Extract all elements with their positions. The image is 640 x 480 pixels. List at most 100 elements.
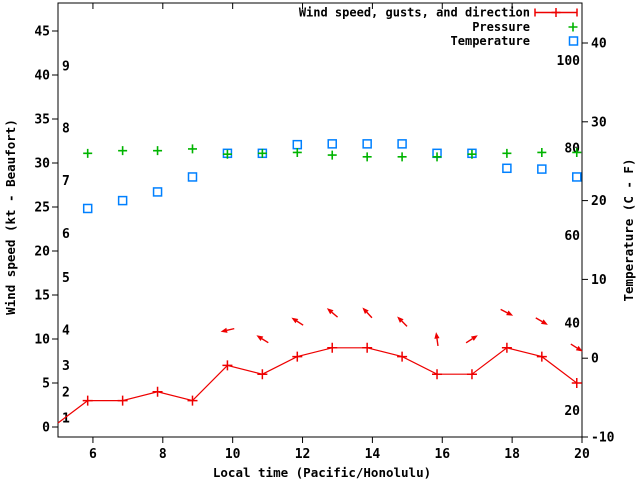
fahrenheit-label: 100 — [557, 54, 581, 69]
fahrenheit-label: 60 — [564, 229, 580, 244]
pressure-point — [537, 147, 547, 157]
wind-arrow-head — [575, 345, 583, 352]
plot-border — [57, 2, 583, 438]
beaufort-label: 3 — [62, 359, 70, 374]
x-tick-label: 16 — [434, 447, 450, 462]
fahrenheit-label: 20 — [564, 404, 580, 419]
wind-arrow-shaft — [401, 320, 408, 327]
kt-tick-label: 40 — [34, 69, 50, 84]
wind-arrow-head — [326, 308, 334, 315]
x-tick-label: 20 — [574, 447, 590, 462]
kt-tick-label: 15 — [34, 289, 50, 304]
y-right-axis-ticks: -10 0 10 20 30 40 — [582, 37, 615, 446]
kt-tick-label: 45 — [34, 25, 50, 40]
temperature-point — [117, 195, 128, 206]
celsius-tick-label: -10 — [591, 431, 615, 446]
beaufort-label: 6 — [62, 227, 70, 242]
celsius-tick-label: 30 — [591, 115, 607, 130]
beaufort-label: 7 — [62, 174, 70, 189]
x-tick-label: 14 — [365, 447, 381, 462]
wind-arrow-head — [256, 335, 264, 341]
celsius-tick-label: 0 — [591, 352, 599, 367]
beaufort-label: 8 — [62, 121, 70, 136]
wind-arrow-head — [540, 319, 548, 325]
x-tick-label: 10 — [225, 447, 241, 462]
kt-tick-label: 5 — [42, 377, 50, 392]
wind-arrow-head — [434, 332, 440, 339]
wind-arrow-shaft — [296, 320, 304, 326]
temperature-point — [397, 139, 407, 149]
wind-arrow-shaft — [500, 308, 508, 314]
beaufort-label: 2 — [62, 385, 70, 400]
beaufort-label: 5 — [62, 271, 70, 286]
pressure-point — [502, 148, 512, 158]
wind-direction-arrows — [220, 307, 583, 352]
wind-arrow-head — [506, 310, 514, 316]
pressure-point — [432, 152, 442, 162]
legend: Wind speed, gusts, and direction Pressur… — [299, 6, 579, 48]
chart-dynamic-layer: 6 8 10 12 14 16 18 20051015202530354045-1001020… — [34, 2, 615, 462]
temperature-point — [292, 139, 303, 150]
wind-arrow-head — [470, 335, 478, 341]
wind-arrow-head — [220, 327, 228, 333]
fahrenheit-label: 80 — [564, 142, 580, 157]
kt-tick-label: 0 — [42, 421, 50, 436]
pressure-series — [83, 144, 582, 162]
y-left-axis-ticks: 0 5 10 15 20 25 30 35 40 45 — [34, 25, 58, 436]
x-tick-label: 6 — [89, 447, 97, 462]
celsius-tick-label: 10 — [591, 273, 607, 288]
y-right-axis-label: Temperature (C - F) — [621, 159, 636, 302]
beaufort-label: 1 — [62, 412, 70, 427]
x-tick-label: 12 — [295, 447, 311, 462]
legend-pressure-label: Pressure — [472, 20, 530, 34]
pressure-point — [118, 146, 128, 156]
celsius-tick-label: 40 — [591, 37, 607, 52]
wind-arrow-head — [397, 316, 404, 323]
wind-arrow-shaft — [535, 317, 543, 323]
x-tick-label: 8 — [159, 447, 167, 462]
legend-pressure-marker — [568, 22, 578, 32]
x-tick-label: 18 — [504, 447, 520, 462]
temperature-point — [82, 203, 93, 214]
beaufort-label: 4 — [62, 324, 70, 339]
y-left-axis-label: Wind speed (kt - Beaufort) — [3, 119, 18, 315]
temperature-point — [502, 163, 512, 174]
x-axis-ticks: 6 8 10 12 14 16 18 20 — [89, 3, 590, 462]
pressure-point — [257, 148, 267, 158]
legend-temperature-label: Temperature — [451, 34, 530, 48]
wind-speed-series — [57, 342, 582, 424]
pressure-point — [83, 148, 93, 158]
temperature-point — [572, 172, 582, 182]
pressure-point — [327, 150, 337, 160]
pressure-point — [467, 149, 477, 159]
temperature-point — [327, 139, 337, 149]
fahrenheit-scale-labels: 20 40 60 80 100 — [557, 54, 581, 419]
wind-speed-line — [57, 347, 578, 424]
beaufort-label: 9 — [62, 60, 70, 75]
wind-arrow-head — [291, 317, 299, 324]
wind-arrow-head — [362, 307, 369, 315]
wind-arrow-shaft — [436, 338, 439, 347]
kt-tick-label: 10 — [34, 333, 50, 348]
x-axis-label: Local time (Pacific/Honolulu) — [213, 465, 431, 480]
wind-arrow-shaft — [226, 327, 235, 331]
pressure-point — [187, 144, 197, 154]
temperature-point — [362, 139, 372, 149]
pressure-point — [292, 147, 302, 157]
legend-wind-plus — [551, 8, 561, 17]
kt-tick-label: 20 — [34, 245, 50, 260]
kt-tick-label: 35 — [34, 113, 50, 128]
legend-temperature-marker — [568, 36, 579, 46]
wind-arrow-shaft — [331, 311, 339, 318]
pressure-point — [397, 152, 407, 162]
wind-arrow-shaft — [261, 338, 269, 344]
pressure-point — [222, 149, 232, 159]
wind-arrow-shaft — [465, 338, 473, 344]
legend-wind-label: Wind speed, gusts, and direction — [299, 6, 530, 20]
celsius-tick-label: 20 — [591, 194, 607, 209]
wind-arrow-shaft — [366, 311, 373, 319]
pressure-point — [362, 152, 372, 162]
pressure-point — [572, 147, 582, 157]
